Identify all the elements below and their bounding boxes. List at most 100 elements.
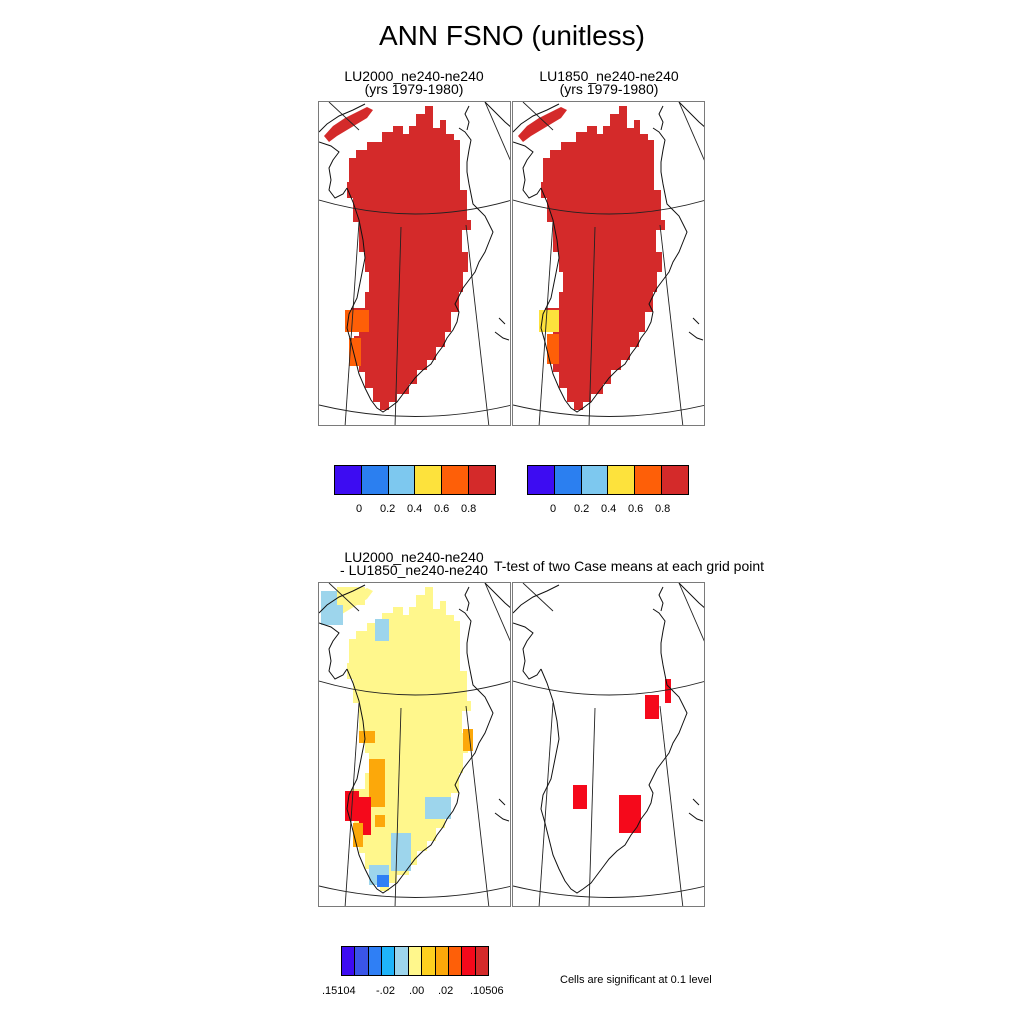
graticule-line-2 [344, 221, 360, 425]
coastline-6 [498, 798, 506, 806]
coastline-6 [692, 317, 700, 325]
bottom-left-cell-orange-4 [375, 815, 385, 827]
top-left-cell-orange-1 [345, 310, 369, 332]
bottom-left-cell-orange-5 [463, 729, 473, 751]
cbar-tr-tick-2: 0.4 [601, 503, 617, 515]
coastline-5 [494, 812, 510, 822]
coastline-0 [319, 103, 366, 133]
map-panel-top-left [318, 101, 511, 426]
map-panel-top-right [512, 101, 705, 426]
coastline-3 [464, 105, 470, 131]
map-panel-bottom-right [512, 582, 705, 907]
graticule-line-2 [538, 221, 554, 425]
panel-title-bottom-left-line2: - LU1850_ne240-ne240 [340, 562, 488, 578]
coastline-4 [678, 102, 704, 127]
graticule-line-6 [522, 102, 554, 131]
coastline-3 [464, 586, 470, 612]
map-base-bottom-right [513, 583, 704, 906]
graticule-line-5 [678, 102, 704, 161]
graticule-line-3 [394, 707, 402, 906]
coastline-4 [484, 102, 510, 127]
main-title: ANN FSNO (unitless) [378, 20, 646, 51]
colorbar-top-right-swatch-0 [528, 466, 555, 494]
panel-title-bottom-right: T-test of two Case means at each grid po… [494, 558, 765, 574]
colorbar-top-right-swatch-3 [608, 466, 636, 494]
colorbar-difference-swatch-5 [408, 947, 423, 975]
coastline-1 [513, 622, 542, 680]
coastline-3 [658, 586, 664, 612]
coastline-0 [513, 584, 560, 614]
coastline-6 [498, 317, 506, 325]
panel-title-top-right-line1: LU1850_ne240-ne240 [539, 68, 679, 84]
coastline-4 [678, 583, 704, 608]
coastline-2 [540, 608, 688, 894]
coastline-1 [513, 141, 542, 199]
graticule-line-1 [319, 404, 510, 417]
bottom-left-cell-blue-6 [377, 875, 389, 887]
top-right-ice-sheet [541, 106, 665, 410]
graticule-line-0 [513, 199, 704, 215]
graticule-line-3 [588, 226, 596, 425]
coastline-2 [540, 127, 688, 413]
coastline-5 [688, 331, 704, 341]
bottom-left-cell-blue-4 [391, 833, 411, 871]
colorbar-top-left-swatch-4 [442, 466, 470, 494]
cbar-diff-tick-2: .00 [409, 985, 425, 997]
colorbar-top-right-swatch-5 [662, 466, 688, 494]
graticule-line-6 [328, 583, 360, 612]
bottom-left-cell-orange-3 [353, 823, 363, 847]
coastline-6 [692, 798, 700, 806]
top-right-cell-yellow-1 [539, 310, 559, 332]
colorbar-top-left-swatch-2 [388, 466, 416, 494]
graticule-line-1 [319, 885, 510, 898]
graticule-line-0 [319, 199, 510, 215]
coastline-0 [319, 584, 366, 614]
colorbar-difference-swatch-4 [395, 947, 409, 975]
panel-title-top-left-line2: (yrs 1979-1980) [364, 81, 464, 97]
colorbar-top-right [527, 465, 689, 495]
colorbar-difference-swatch-7 [435, 947, 449, 975]
graticule-line-4 [465, 705, 490, 906]
colorbar-top-left [334, 465, 496, 495]
colorbar-top-left-swatch-0 [335, 466, 362, 494]
cbar-tr-tick-1: 0.2 [574, 503, 590, 515]
graticule-line-1 [513, 885, 704, 898]
coastline-5 [688, 812, 704, 822]
cbar-tr-tick-0: 0 [550, 503, 557, 515]
graticule-line-4 [659, 224, 684, 425]
map-base-top-left [319, 102, 510, 425]
colorbar-difference-swatch-9 [462, 947, 476, 975]
graticule-line-5 [484, 583, 510, 642]
significance-note: Cells are significant at 0.1 level [560, 974, 712, 986]
colorbar-top-right-swatch-4 [635, 466, 663, 494]
cbar-diff-tick-3: .02 [438, 985, 454, 997]
graticule-line-3 [394, 226, 402, 425]
panel-title-bottom-left-line1: LU2000_ne240-ne240 [344, 549, 484, 565]
cbar-tr-tick-4: 0.8 [655, 503, 671, 515]
top-left-ellesmere [324, 107, 373, 142]
colorbar-difference-swatch-8 [448, 947, 463, 975]
cbar-diff-tick-1: -.02 [376, 985, 395, 997]
bottom-left-cell-yellow-1 [337, 587, 365, 605]
field-top-left [324, 106, 471, 410]
panel-title-top-left: LU2000_ne240-ne240 (yrs 1979-1980) [318, 68, 510, 97]
cbar-tl-tick-1: 0.2 [380, 503, 396, 515]
colorbar-difference-swatch-6 [422, 947, 436, 975]
colorbar-difference-swatch-1 [355, 947, 369, 975]
bottom-left-cell-orange-2 [369, 759, 385, 807]
ttest-cell-3 [573, 785, 587, 809]
graticule-line-4 [465, 224, 490, 425]
cbar-diff-tick-0: .15104 [322, 985, 356, 997]
cbar-diff-tick-4: .10506 [470, 985, 504, 997]
panel-title-top-left-line1: LU2000_ne240-ne240 [344, 68, 484, 84]
cbar-tr-tick-3: 0.6 [628, 503, 644, 515]
colorbar-difference-swatch-3 [382, 947, 396, 975]
ttest-cell-1 [665, 679, 671, 703]
graticule-line-4 [659, 705, 684, 906]
coastline-5 [494, 331, 510, 341]
map-base-top-right [513, 102, 704, 425]
field-bottom-right [573, 679, 671, 833]
panel-title-top-right: LU1850_ne240-ne240 (yrs 1979-1980) [512, 68, 706, 96]
coastline-4 [484, 583, 510, 608]
field-top-right [518, 106, 665, 410]
